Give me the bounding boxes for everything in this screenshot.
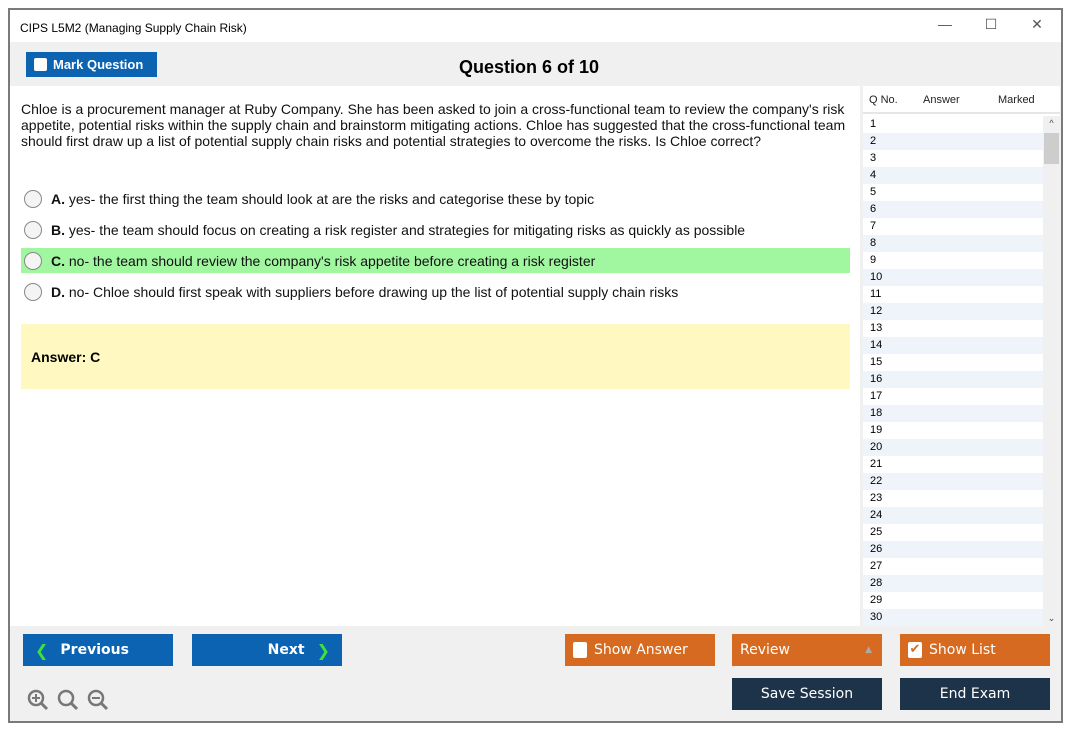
list-scrollbar[interactable]: ^ ⌄ bbox=[1043, 116, 1060, 626]
chevron-right-icon: ❯ bbox=[316, 640, 330, 660]
list-row[interactable]: 23 bbox=[870, 492, 883, 504]
option-text: yes- the team should focus on creating a… bbox=[68, 221, 746, 238]
list-row[interactable]: 21 bbox=[870, 458, 883, 470]
answer-option[interactable]: D. no- Chloe should first speak with sup… bbox=[21, 279, 850, 304]
list-row[interactable]: 5 bbox=[870, 186, 877, 198]
list-row[interactable]: 13 bbox=[870, 322, 883, 334]
list-row[interactable]: 4 bbox=[863, 167, 1043, 184]
mark-question-button[interactable]: Mark Question bbox=[26, 52, 157, 77]
list-row[interactable]: 11 bbox=[870, 288, 882, 300]
list-row[interactable]: 29 bbox=[870, 594, 883, 606]
close-button[interactable]: ✕ bbox=[1031, 16, 1043, 32]
question-list: Q No. Answer Marked 1 2 3 4 5 6 7 8 9 10 11 12 13 14 1… bbox=[863, 86, 1060, 626]
radio-button[interactable] bbox=[24, 189, 42, 208]
list-row[interactable]: 9 bbox=[870, 254, 877, 266]
answer-box: Answer: C bbox=[21, 324, 850, 389]
list-row[interactable]: 7 bbox=[870, 220, 877, 232]
list-row[interactable]: 19 bbox=[870, 424, 883, 436]
list-row[interactable]: 14 bbox=[863, 337, 1043, 354]
list-header: Q No. Answer Marked bbox=[863, 86, 1060, 114]
next-button[interactable]: Next ❯ bbox=[192, 634, 342, 666]
checkbox-checked-icon: ✔ bbox=[908, 642, 922, 658]
scroll-thumb[interactable] bbox=[1044, 133, 1059, 164]
minimize-button[interactable]: — bbox=[938, 16, 952, 32]
show-answer-label: Show Answer bbox=[594, 642, 688, 658]
answer-option[interactable]: B. yes- the team should focus on creatin… bbox=[21, 217, 850, 242]
save-session-button[interactable]: Save Session bbox=[732, 678, 882, 710]
answer-option[interactable]: A. yes- the first thing the team should … bbox=[21, 186, 850, 211]
question-text: Chloe is a procurement manager at Ruby C… bbox=[21, 101, 846, 149]
option-text: no- Chloe should first speak with suppli… bbox=[68, 283, 679, 300]
option-text: no- the team should review the company's… bbox=[68, 252, 596, 269]
list-row[interactable]: 26 bbox=[863, 541, 1043, 558]
chevron-left-icon: ❮ bbox=[35, 640, 49, 660]
option-text: yes- the first thing the team should loo… bbox=[68, 190, 595, 207]
checkbox-icon bbox=[573, 642, 587, 658]
maximize-button[interactable]: ☐ bbox=[984, 16, 998, 32]
list-row[interactable]: 2 bbox=[863, 133, 1043, 150]
list-row[interactable]: 18 bbox=[863, 405, 1043, 422]
show-answer-button[interactable]: Show Answer bbox=[565, 634, 715, 666]
option-letter: A. bbox=[51, 190, 65, 207]
radio-button[interactable] bbox=[24, 251, 42, 270]
question-panel: Chloe is a procurement manager at Ruby C… bbox=[10, 86, 860, 626]
list-row[interactable]: 28 bbox=[863, 575, 1043, 592]
previous-button[interactable]: ❮ Previous bbox=[23, 634, 173, 666]
title-bar: CIPS L5M2 (Managing Supply Chain Risk) —… bbox=[10, 10, 1061, 42]
list-row[interactable]: 24 bbox=[863, 507, 1043, 524]
list-row[interactable]: 20 bbox=[863, 439, 1043, 456]
review-dropdown[interactable]: Review ▲ bbox=[732, 634, 882, 666]
show-list-button[interactable]: ✔ Show List bbox=[900, 634, 1050, 666]
question-title: Question 6 of 10 bbox=[458, 57, 600, 77]
zoom-out-icon[interactable] bbox=[86, 688, 110, 712]
list-row[interactable]: 6 bbox=[863, 201, 1043, 218]
previous-label: Previous bbox=[60, 642, 129, 658]
list-row[interactable]: 22 bbox=[863, 473, 1043, 490]
end-exam-button[interactable]: End Exam bbox=[900, 678, 1050, 710]
option-letter: B. bbox=[51, 221, 65, 238]
next-label: Next bbox=[267, 642, 305, 658]
show-list-label: Show List bbox=[929, 642, 996, 658]
scroll-up-icon[interactable]: ^ bbox=[1049, 118, 1054, 128]
list-row[interactable]: 25 bbox=[870, 526, 883, 538]
list-row[interactable]: 12 bbox=[863, 303, 1043, 320]
zoom-reset-icon[interactable] bbox=[56, 688, 80, 712]
radio-button[interactable] bbox=[24, 220, 42, 239]
list-row[interactable]: 1 bbox=[870, 118, 877, 130]
radio-button[interactable] bbox=[24, 282, 42, 301]
caret-up-icon: ▲ bbox=[865, 645, 872, 655]
scroll-down-icon[interactable]: ⌄ bbox=[1047, 613, 1056, 623]
zoom-in-icon[interactable] bbox=[26, 688, 50, 712]
list-row[interactable]: 15 bbox=[870, 356, 883, 368]
header-qno: Q No. bbox=[869, 94, 898, 106]
list-row[interactable]: 3 bbox=[870, 152, 877, 164]
list-row[interactable]: 30 bbox=[863, 609, 1043, 626]
answer-option[interactable]: C. no- the team should review the compan… bbox=[21, 248, 850, 273]
mark-question-label: Mark Question bbox=[53, 57, 144, 72]
header-marked: Marked bbox=[998, 94, 1035, 106]
header-answer: Answer bbox=[923, 94, 960, 106]
checkbox-icon bbox=[34, 58, 47, 71]
list-row[interactable]: 8 bbox=[863, 235, 1043, 252]
list-row[interactable]: 27 bbox=[870, 560, 883, 572]
list-row[interactable]: 16 bbox=[863, 371, 1043, 388]
option-letter: C. bbox=[51, 252, 65, 269]
list-row[interactable]: 10 bbox=[863, 269, 1043, 286]
list-row[interactable]: 17 bbox=[870, 390, 883, 402]
option-letter: D. bbox=[51, 283, 65, 300]
window-title: CIPS L5M2 (Managing Supply Chain Risk) bbox=[20, 21, 247, 35]
review-label: Review bbox=[740, 642, 790, 658]
app-window: CIPS L5M2 (Managing Supply Chain Risk) —… bbox=[8, 8, 1063, 723]
